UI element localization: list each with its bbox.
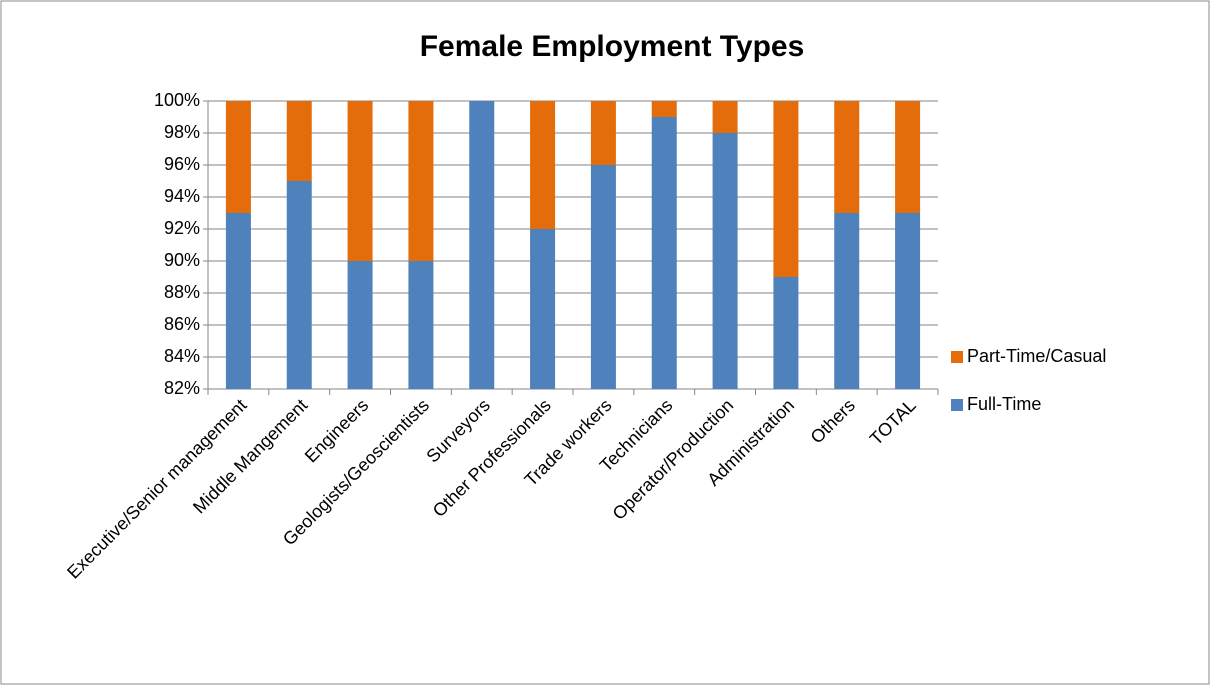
bar-segment [530, 229, 556, 389]
y-tick-label: 100% [154, 90, 200, 110]
bar-segment [469, 101, 495, 389]
bar-segment [590, 101, 616, 165]
bar-segment [834, 101, 860, 213]
bar-segment [530, 101, 556, 229]
bar-segment [225, 101, 251, 213]
bar-segment [834, 213, 860, 389]
y-tick-label: 84% [164, 346, 200, 366]
y-tick-label: 88% [164, 282, 200, 302]
y-tick-label: 94% [164, 186, 200, 206]
chart-title: Female Employment Types [420, 30, 805, 63]
y-tick-label: 96% [164, 154, 200, 174]
bar-segment [895, 213, 921, 389]
bar-segment [773, 101, 799, 277]
y-tick-label: 90% [164, 250, 200, 270]
bar-segment [408, 261, 434, 389]
bar-segment [773, 277, 799, 389]
bar-segment [408, 101, 434, 261]
y-tick-label: 92% [164, 218, 200, 238]
legend-swatch [951, 399, 963, 411]
y-tick-label: 98% [164, 122, 200, 142]
bar-segment [712, 101, 738, 133]
bar-segment [895, 101, 921, 213]
bar-segment [286, 101, 312, 181]
bar-segment [286, 181, 312, 389]
legend-label: Full-Time [967, 394, 1041, 414]
bar-segment [225, 213, 251, 389]
bar-segment [651, 101, 677, 117]
bar-segment [347, 101, 373, 261]
bar-segment [347, 261, 373, 389]
bar-segment [651, 117, 677, 389]
legend-label: Part-Time/Casual [967, 346, 1106, 366]
legend-swatch [951, 351, 963, 363]
y-tick-label: 82% [164, 378, 200, 398]
y-tick-label: 86% [164, 314, 200, 334]
bar-segment [712, 133, 738, 389]
bar-segment [590, 165, 616, 389]
